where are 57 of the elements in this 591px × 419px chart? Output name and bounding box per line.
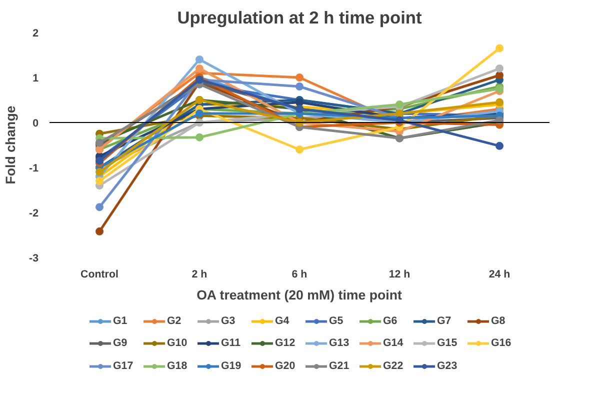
legend-label: G23	[437, 360, 458, 372]
point	[96, 156, 104, 165]
legend-label: G14	[383, 337, 404, 350]
legend-label: G13	[329, 337, 350, 350]
y-axis-title: Fold change	[3, 106, 18, 184]
legend-label: G11	[221, 337, 242, 350]
point	[196, 56, 204, 64]
point	[96, 177, 104, 185]
y-tick-label: -2	[29, 208, 39, 220]
point	[496, 142, 504, 150]
point	[496, 98, 504, 106]
point	[296, 74, 304, 82]
point	[96, 203, 104, 212]
y-tick-label: 2	[32, 28, 39, 40]
point	[196, 110, 204, 118]
point	[196, 133, 204, 142]
x-tick-label: 12 h	[388, 268, 410, 280]
legend-label: G12	[275, 337, 296, 350]
legend-label: G18	[167, 360, 188, 372]
point	[296, 146, 304, 154]
chart-title: Upregulation at 2 h time point	[177, 8, 422, 28]
point	[496, 44, 504, 52]
legend-label: G6	[383, 315, 398, 327]
point	[296, 98, 304, 106]
x-tick-label: 6 h	[292, 268, 308, 280]
legend-label: G5	[329, 315, 344, 327]
legend-label: G3	[221, 315, 236, 327]
x-tick-label: 24 h	[488, 268, 510, 280]
x-tick-label: Control	[80, 268, 118, 280]
point	[96, 227, 104, 236]
legend-label: G7	[437, 315, 452, 327]
point	[96, 168, 104, 176]
y-tick-label: 1	[32, 72, 39, 84]
legend-label: G10	[167, 337, 188, 350]
point	[496, 71, 504, 80]
x-axis-title: OA treatment (20 mM) time point	[196, 288, 402, 302]
x-tick-label: 2 h	[192, 268, 208, 280]
legend-label: G1	[113, 315, 128, 327]
point	[396, 100, 404, 108]
point	[496, 64, 504, 72]
legend-label: G19	[221, 360, 242, 372]
legend-label: G9	[113, 337, 128, 350]
y-tick-label: -1	[29, 162, 39, 174]
point	[496, 84, 504, 93]
legend-label: G4	[275, 315, 290, 327]
legend-label: G16	[491, 337, 512, 350]
point	[196, 64, 204, 72]
legend-label: G17	[113, 360, 134, 372]
legend-label: G15	[437, 337, 458, 350]
y-tick-label: 0	[32, 118, 39, 130]
legend-label: G20	[275, 360, 296, 372]
y-tick-label: -3	[29, 252, 39, 264]
legend-label: G2	[167, 315, 182, 327]
point	[296, 82, 304, 90]
legend-label: G8	[491, 315, 506, 327]
legend-label: G22	[383, 360, 404, 372]
legend-label: G21	[329, 360, 350, 372]
